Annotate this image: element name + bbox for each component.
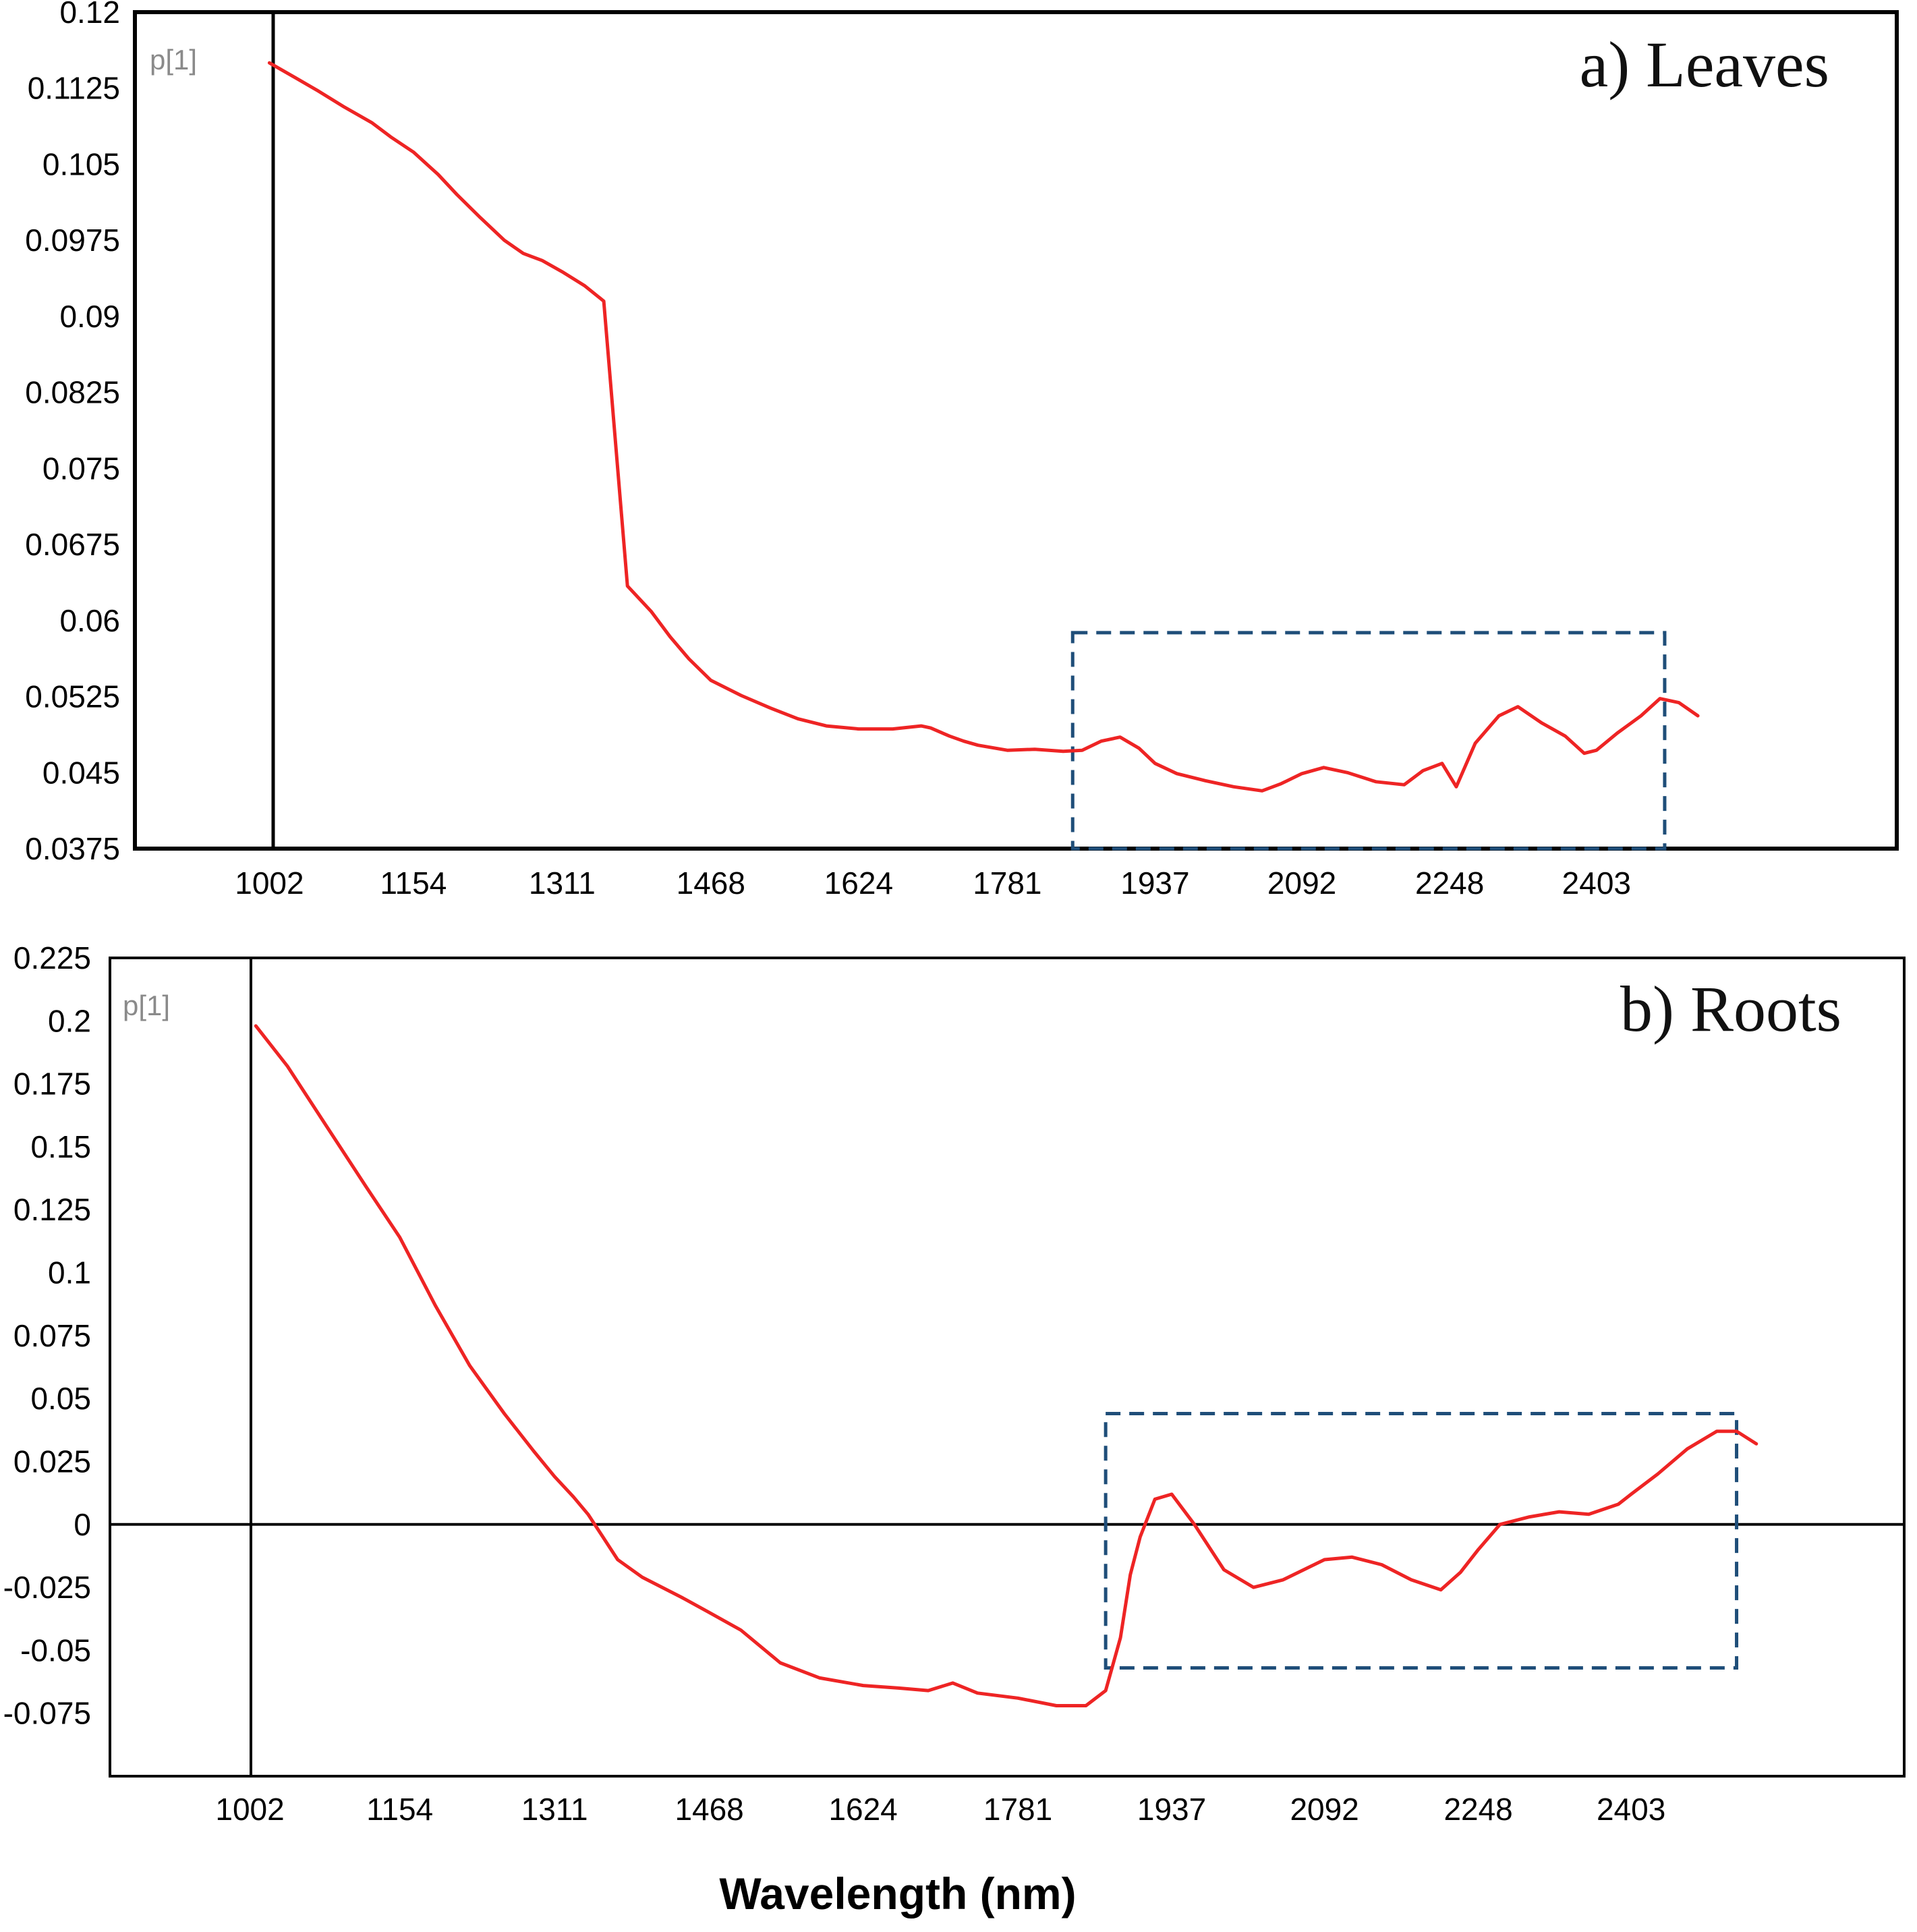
x-tick-label: 2403 bbox=[1597, 1792, 1665, 1827]
y-tick-label: 0.0525 bbox=[25, 679, 120, 714]
y-tick-label: -0.075 bbox=[3, 1696, 91, 1731]
panel-leaves: 0.12 0.1125 0.105 0.0975 0.09 0.0825 0.075 0.06… bbox=[25, 0, 1899, 901]
y-tick-label: 0.1125 bbox=[28, 71, 120, 106]
y-tick-label: 0.2 bbox=[48, 1003, 91, 1038]
x-tick-label: 1002 bbox=[235, 865, 304, 901]
panel-title-leaves: a) Leaves bbox=[1580, 28, 1829, 101]
x-tick-label: 2092 bbox=[1290, 1792, 1358, 1827]
y-tick-label: 0.15 bbox=[30, 1129, 91, 1164]
y-tick-label: 0.1 bbox=[48, 1255, 91, 1290]
y-tick-label: 0.075 bbox=[42, 451, 120, 486]
highlight-box-roots bbox=[1104, 1412, 1739, 1670]
x-tick-label: 1937 bbox=[1120, 865, 1189, 901]
series-line-leaves bbox=[267, 61, 1700, 793]
y-tick-label: 0.0825 bbox=[25, 375, 120, 410]
x-axis-title: Wavelength (nm) bbox=[719, 1869, 1076, 1919]
x-tick-labels-leaves: 1002 1154 1311 1468 1624 1781 1937 2092 2248 2403 bbox=[235, 865, 1631, 901]
plot-frame-roots bbox=[109, 957, 1906, 1778]
y-tick-label: -0.025 bbox=[3, 1570, 91, 1605]
x-tick-label: 2092 bbox=[1267, 865, 1336, 901]
x-tick-label: 1468 bbox=[675, 1792, 743, 1827]
y-tick-label: 0.0375 bbox=[25, 831, 120, 866]
y-tick-label: 0.225 bbox=[13, 940, 91, 975]
x-tick-labels-roots: 1002 1154 1311 1468 1624 1781 1937 2092 2248 2403 bbox=[215, 1792, 1665, 1827]
y-tick-label: 0.05 bbox=[30, 1381, 91, 1416]
x-tick-label: 1311 bbox=[529, 865, 596, 901]
panel-roots: 0.225 0.2 0.175 0.15 0.125 0.1 0.075 0.05 0.025 0… bbox=[3, 940, 1906, 1827]
y-tick-label: 0.09 bbox=[59, 299, 120, 334]
x-tick-label: 1937 bbox=[1137, 1792, 1206, 1827]
y-tick-labels-roots: 0.225 0.2 0.175 0.15 0.125 0.1 0.075 0.05 0.025 0… bbox=[3, 940, 91, 1731]
y-tick-label: 0.06 bbox=[59, 603, 120, 638]
x-tick-label: 1154 bbox=[380, 865, 447, 901]
y-label-roots: p[1] bbox=[123, 990, 170, 1021]
x-tick-label: 2248 bbox=[1443, 1792, 1512, 1827]
y-tick-labels-leaves: 0.12 0.1125 0.105 0.0975 0.09 0.0825 0.075 0.06… bbox=[25, 0, 120, 866]
y-label-leaves: p[1] bbox=[150, 44, 197, 76]
y-tick-label: 0.0675 bbox=[25, 527, 120, 562]
x-tick-label: 1468 bbox=[677, 865, 745, 901]
x-tick-label: 1002 bbox=[215, 1792, 284, 1827]
y-tick-label: 0.175 bbox=[13, 1067, 91, 1102]
x-tick-label: 1781 bbox=[973, 865, 1041, 901]
y-tick-label: 0.12 bbox=[59, 0, 120, 30]
y-tick-label: 0.0975 bbox=[25, 223, 120, 258]
y-tick-label: -0.05 bbox=[20, 1632, 91, 1668]
y-tick-label: 0.045 bbox=[42, 755, 120, 790]
highlight-box-leaves bbox=[1070, 631, 1667, 851]
x-tick-label: 1781 bbox=[983, 1792, 1052, 1827]
x-tick-label: 2403 bbox=[1562, 865, 1631, 901]
y-tick-label: 0.075 bbox=[13, 1318, 91, 1353]
x-tick-label: 1154 bbox=[366, 1792, 433, 1827]
x-tick-label: 1624 bbox=[824, 865, 893, 901]
y-tick-label: 0.125 bbox=[13, 1192, 91, 1227]
y-tick-label: 0 bbox=[74, 1507, 91, 1542]
x-tick-label: 1311 bbox=[521, 1792, 588, 1827]
plot-frame-leaves bbox=[133, 10, 1899, 851]
y-tick-label: 0.025 bbox=[13, 1444, 91, 1479]
x-tick-label: 2248 bbox=[1415, 865, 1484, 901]
panel-title-roots: b) Roots bbox=[1620, 973, 1841, 1045]
x-tick-label: 1624 bbox=[828, 1792, 897, 1827]
series-line-roots bbox=[254, 1024, 1758, 1707]
y-tick-label: 0.105 bbox=[42, 146, 120, 181]
